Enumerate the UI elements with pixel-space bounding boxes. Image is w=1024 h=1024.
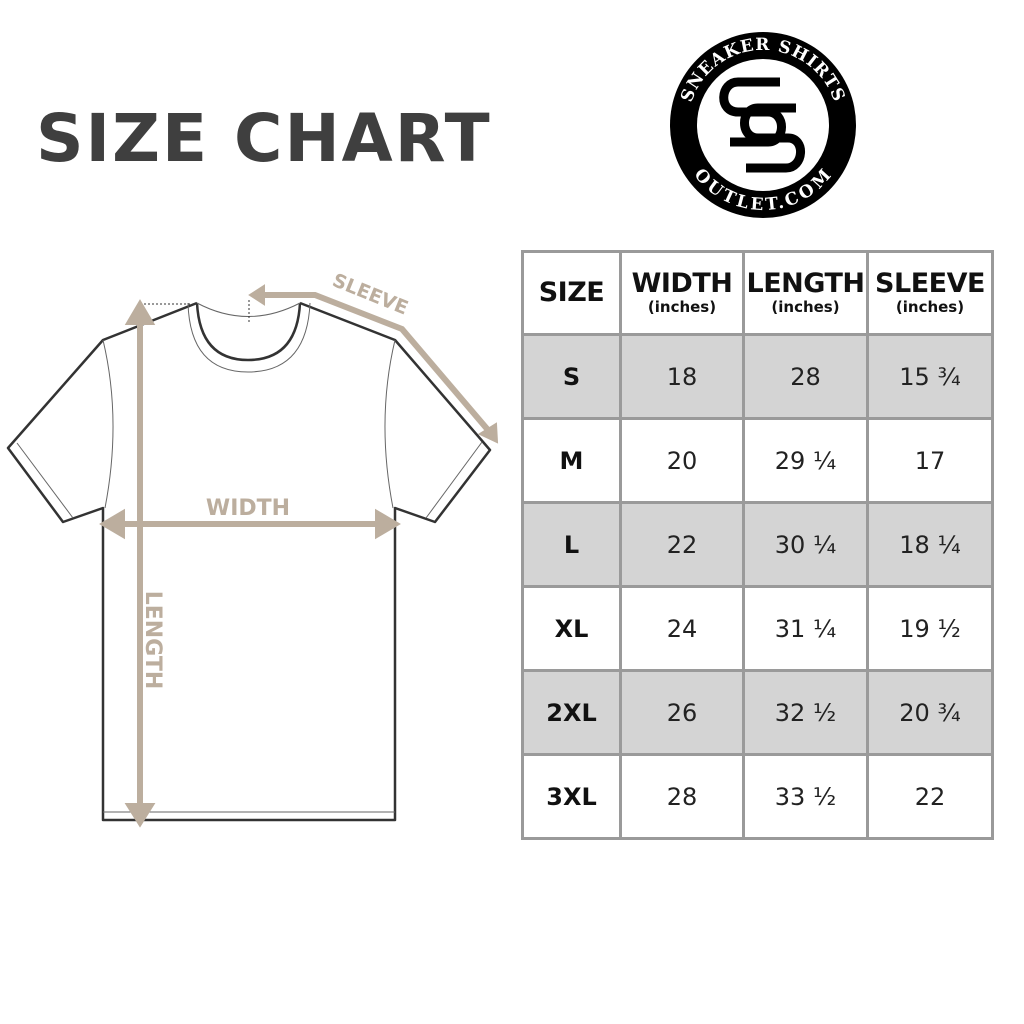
logo-monogram <box>719 77 805 173</box>
cell-width: 24 <box>619 585 745 672</box>
cell-size: S <box>521 333 622 420</box>
cell-width: 18 <box>619 333 745 420</box>
cell-size: 3XL <box>521 753 622 840</box>
table-row: XL 24 31 ¼ 19 ½ <box>521 585 994 672</box>
logo-monogram-s2 <box>740 103 805 173</box>
cell-sleeve: 17 <box>866 417 994 504</box>
table-header-row: SIZE WIDTH (inches) LENGTH (inches) SLEEVE… <box>521 250 994 336</box>
cell-sleeve: 20 ¾ <box>866 669 994 756</box>
table-row: 2XL 26 32 ½ 20 ¾ <box>521 669 994 756</box>
table-row: L 22 30 ¼ 18 ¼ <box>521 501 994 588</box>
cell-length: 29 ¼ <box>742 417 869 504</box>
table-row: M 20 29 ¼ 17 <box>521 417 994 504</box>
table-row: S 18 28 15 ¾ <box>521 333 994 420</box>
cell-sleeve: 18 ¼ <box>866 501 994 588</box>
header-width: WIDTH (inches) <box>619 250 745 336</box>
shirt-outline <box>6 301 492 822</box>
cell-size: M <box>521 417 622 504</box>
size-table: SIZE WIDTH (inches) LENGTH (inches) SLEEVE… <box>521 250 994 840</box>
sleeve-label: SLEEVE <box>329 269 411 319</box>
sleeve-arrow <box>262 292 491 432</box>
cell-size: L <box>521 501 622 588</box>
shirt-collar <box>195 302 302 362</box>
cell-size: 2XL <box>521 669 622 756</box>
header-length: LENGTH (inches) <box>742 250 869 336</box>
cell-width: 20 <box>619 417 745 504</box>
brand-logo: SNEAKER SHIRTS OUTLET.COM <box>670 32 856 218</box>
cell-width: 22 <box>619 501 745 588</box>
page-title: SIZE CHART <box>36 100 492 177</box>
cell-length: 30 ¼ <box>742 501 869 588</box>
cell-width: 28 <box>619 753 745 840</box>
table-row: 3XL 28 33 ½ 22 <box>521 753 994 840</box>
width-label: WIDTH <box>206 496 290 521</box>
cell-sleeve: 22 <box>866 753 994 840</box>
tshirt-diagram: WIDTH LENGTH SLEEVE <box>6 269 499 828</box>
cell-size: XL <box>521 585 622 672</box>
cell-sleeve: 19 ½ <box>866 585 994 672</box>
header-size: SIZE <box>521 250 622 336</box>
cell-length: 32 ½ <box>742 669 869 756</box>
header-sleeve: SLEEVE (inches) <box>866 250 994 336</box>
cell-length: 33 ½ <box>742 753 869 840</box>
cell-length: 31 ¼ <box>742 585 869 672</box>
cell-sleeve: 15 ¾ <box>866 333 994 420</box>
cell-width: 26 <box>619 669 745 756</box>
cell-length: 28 <box>742 333 869 420</box>
length-label: LENGTH <box>140 591 165 690</box>
